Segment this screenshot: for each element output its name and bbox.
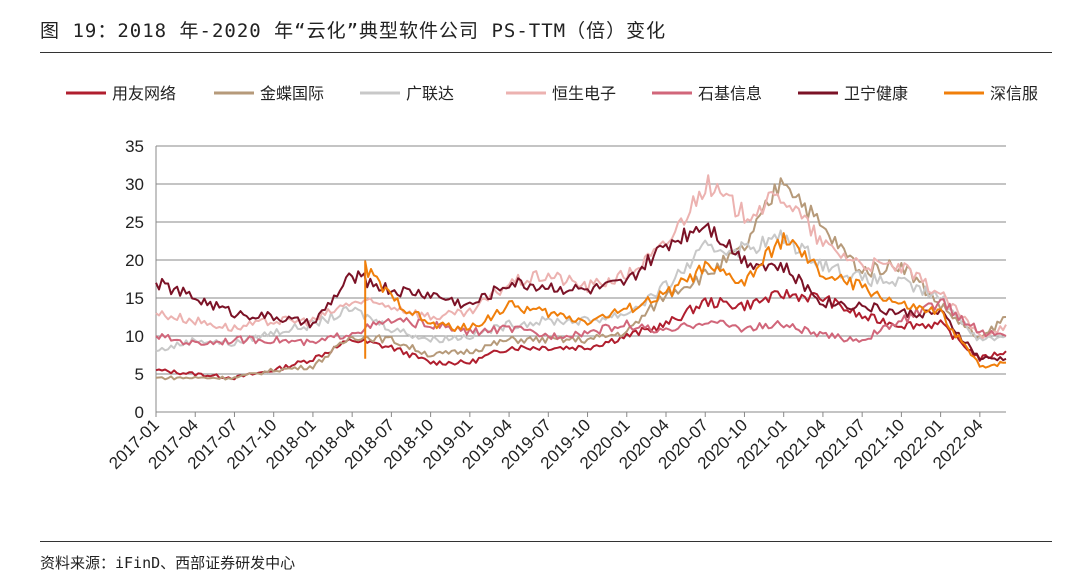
- legend-label: 恒生电子: [552, 84, 616, 103]
- chart-series: [155, 174, 1007, 381]
- y-tick-label: 10: [125, 327, 144, 346]
- series-line-4: [155, 174, 1007, 339]
- figure-title: 图 19：2018 年-2020 年“云化”典型软件公司 PS-TTM（倍）变化: [40, 20, 667, 42]
- legend-label: 金蝶国际: [260, 84, 324, 103]
- legend-label: 深信服: [990, 84, 1038, 103]
- source-rule: [40, 541, 1052, 542]
- legend-label: 卫宁健康: [844, 84, 908, 103]
- y-tick-label: 20: [125, 251, 144, 270]
- title-rule: [40, 52, 1052, 53]
- series-line-5: [155, 298, 1007, 347]
- legend-label: 用友网络: [112, 84, 176, 103]
- series-line-7: [364, 232, 1007, 369]
- y-tick-label: 5: [135, 365, 144, 384]
- chart-legend: 用友网络 金蝶国际 广联达 恒生电子 石基信息 卫宁健康 深信服: [66, 84, 1038, 103]
- legend-label: 石基信息: [698, 84, 762, 103]
- series-line-3: [155, 229, 1007, 353]
- series-line-1: [155, 289, 1007, 381]
- y-tick-label: 35: [125, 137, 144, 156]
- y-tick-label: 0: [135, 403, 144, 422]
- series-line-2: [155, 177, 1007, 381]
- chart-grid: [155, 145, 1006, 413]
- x-axis-ticks: 2017-012017-042017-072017-102018-012018-…: [105, 412, 987, 473]
- legend-label: 广联达: [406, 84, 454, 103]
- y-tick-label: 30: [125, 175, 144, 194]
- line-chart: 用友网络 金蝶国际 广联达 恒生电子 石基信息 卫宁健康 深信服 0 5 10 15 20 25 30 3…: [66, 84, 1038, 473]
- y-tick-label: 15: [125, 289, 144, 308]
- series-line-6: [155, 222, 1007, 362]
- source-note: 资料来源：iFinD、西部证券研发中心: [40, 554, 296, 572]
- y-tick-label: 25: [125, 213, 144, 232]
- y-axis-ticks: 0 5 10 15 20 25 30 35: [125, 137, 144, 422]
